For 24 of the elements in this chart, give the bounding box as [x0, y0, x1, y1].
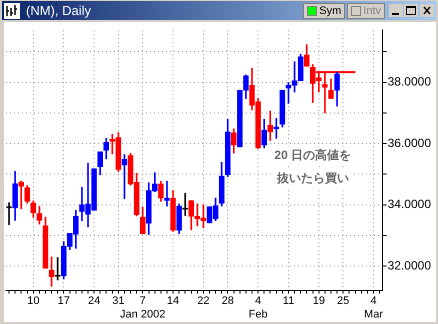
annotation: 20 日の高値を: [274, 148, 352, 162]
x-tick-label: 4 Mar: [364, 295, 384, 320]
x-tick-label: 24: [88, 295, 100, 308]
x-tick-label: 25: [337, 295, 350, 308]
toggle-button: Sym: [303, 2, 346, 18]
annotation: 抜いたら買い: [276, 171, 349, 186]
x-tick-label: 14: [166, 295, 180, 308]
candlestick: [48, 256, 54, 287]
y-tick-label: 34.0000: [388, 197, 432, 212]
candlestick: [122, 154, 128, 200]
candlestick: [164, 180, 170, 206]
x-tick-label: 11: [282, 295, 294, 308]
x-tick-label: 19: [312, 295, 325, 308]
y-tick-label: 36.0000: [388, 136, 432, 150]
x-tick-label: 10: [27, 295, 40, 308]
x-tick-label: 28: [222, 295, 234, 308]
x-tick-label: 22: [197, 295, 210, 308]
x-tick-label: 31: [112, 295, 125, 308]
y-tick-label: 38.0000: [388, 74, 432, 89]
y-tick-label: 32.0000: [388, 258, 432, 272]
chart-title: (NM), Daily: [26, 3, 91, 18]
toggle-button: Intv: [347, 2, 385, 18]
x-tick-label: 4 Feb: [248, 295, 268, 320]
x-tick-label: 17: [58, 295, 70, 308]
